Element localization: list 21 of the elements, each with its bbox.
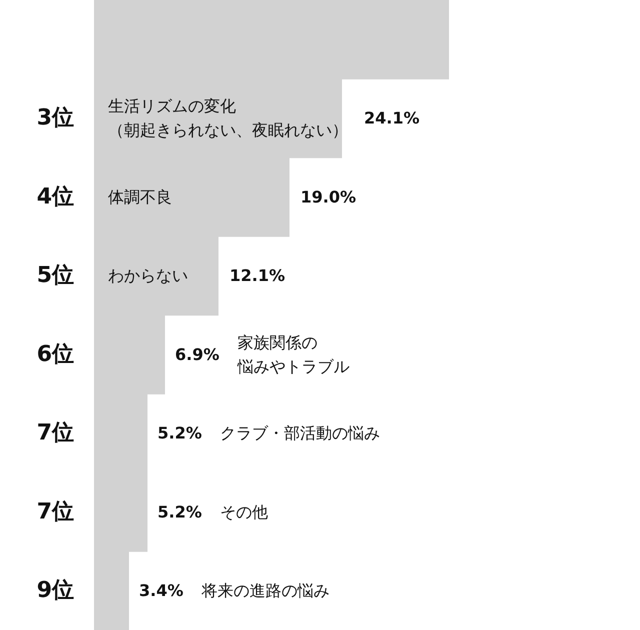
data-label: 12.1% [230,266,286,286]
data-label: 19.0% [300,187,356,206]
annotation: 生活リズムの変化（朝起きられない、夜眠れない） [108,96,348,140]
data-label: 5.2% [158,424,202,443]
data-label: 3.4% [138,580,184,600]
y-tick-label: 7位 [36,420,74,446]
y-tick-label: 3位 [36,106,74,131]
annotation: クラブ・部活動の悩み [220,424,380,443]
annotation: その他 [220,502,268,522]
y-tick-label: 7位 [36,499,74,524]
data-label: 6.9% [175,344,220,364]
annotation: 将来の進路の悩み [200,581,330,600]
data-label: 5.2% [158,502,202,522]
annotation: 体調不良 [108,187,172,206]
y-tick-label: 4位 [36,184,74,210]
y-tick-label: 9位 [36,578,74,604]
y-tick-label: 5位 [36,263,74,288]
annotation: 家族関係の悩みやトラブル [236,332,350,376]
data-label: 24.1% [364,108,420,128]
y-tick-label: 6位 [36,342,74,367]
annotation: わからない [108,266,188,286]
